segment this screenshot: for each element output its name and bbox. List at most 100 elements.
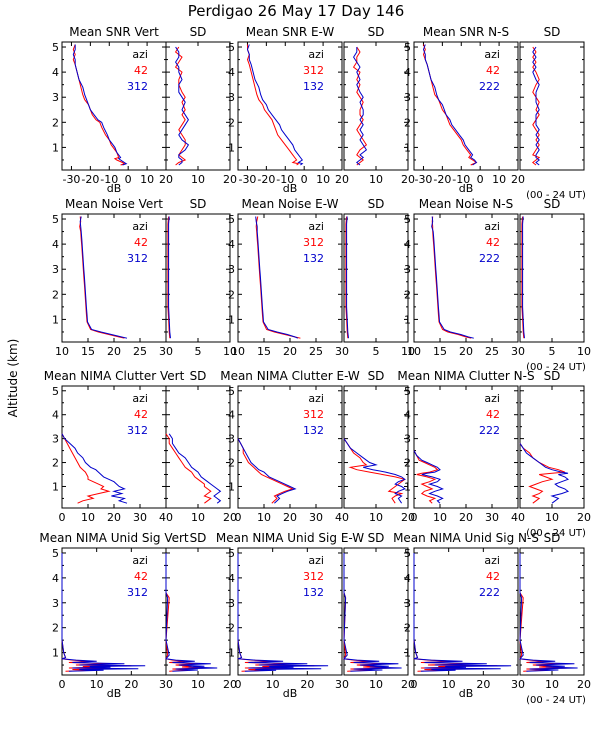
x-tick-label: 0 xyxy=(235,678,242,691)
panel-1-0: Mean Noise Vert 1 2 3 4 5 10 15 20 25 30 azi 42 312 xyxy=(52,197,173,358)
x-tick-label: 25 xyxy=(485,345,499,358)
legend-header: azi xyxy=(132,48,148,61)
y-tick-label: 3 xyxy=(228,597,235,610)
series-line-132 xyxy=(346,216,349,339)
panel-title: SD xyxy=(544,25,561,39)
altitude-axis-label: Altitude (km) xyxy=(6,339,20,418)
x-tick-label: 20 xyxy=(401,678,415,691)
y-tick-label: 4 xyxy=(404,409,411,422)
x-tick-label: 0 xyxy=(411,511,418,524)
y-tick-label: 4 xyxy=(52,409,59,422)
y-tick-label: 1 xyxy=(52,647,59,660)
x-tick-label: 20 xyxy=(476,678,490,691)
panel-0-2: Mean SNR E-W 1 2 3 4 5 -30 -20 -10 0 10 20 dB azi 312 1… xyxy=(228,25,349,195)
y-tick-label: 2 xyxy=(228,288,235,301)
panel-frame xyxy=(165,547,231,676)
legend-entry: 132 xyxy=(303,252,324,265)
y-tick-label: 2 xyxy=(52,116,59,129)
y-tick-label: 3 xyxy=(228,263,235,276)
x-tick-label: 20 xyxy=(577,511,591,524)
legend-header: azi xyxy=(308,392,324,405)
panel-1-1: SD 5 10 xyxy=(165,197,237,358)
panel-frame xyxy=(61,41,167,171)
x-tick-label: 5 xyxy=(195,345,202,358)
series-line-42 xyxy=(431,216,472,339)
panel-title: Mean Noise N-S xyxy=(419,197,514,211)
x-axis-label: dB xyxy=(283,687,298,700)
legend-entry: 312 xyxy=(303,570,324,583)
legend-entry: 42 xyxy=(134,408,148,421)
legend-header: azi xyxy=(308,554,324,567)
legend-header: azi xyxy=(484,554,500,567)
y-tick-label: 1 xyxy=(404,141,411,154)
panel-frame xyxy=(237,547,343,676)
series-line-132 xyxy=(342,553,402,672)
legend-entry: 312 xyxy=(303,64,324,77)
y-tick-label: 1 xyxy=(52,313,59,326)
y-tick-label: 5 xyxy=(404,213,411,226)
y-tick-label: 4 xyxy=(228,572,235,585)
y-tick-label: 3 xyxy=(228,433,235,446)
y-tick-label: 3 xyxy=(52,91,59,104)
series-line-312 xyxy=(168,433,222,504)
y-tick-label: 4 xyxy=(228,238,235,251)
panel-title: SD xyxy=(544,369,561,383)
x-tick-label: 15 xyxy=(433,345,447,358)
panel-title: Mean Noise Vert xyxy=(65,197,163,211)
y-tick-label: 2 xyxy=(228,622,235,635)
panel-title: SD xyxy=(544,531,561,545)
y-tick-label: 5 xyxy=(52,213,59,226)
x-tick-label: 30 xyxy=(309,511,323,524)
y-tick-label: 5 xyxy=(404,41,411,54)
x-tick-label: 30 xyxy=(485,511,499,524)
series-line-222 xyxy=(519,443,570,504)
x-tick-label: 0 xyxy=(59,511,66,524)
series-line-312 xyxy=(246,44,300,166)
panel-frame xyxy=(343,213,409,343)
y-tick-label: 2 xyxy=(52,622,59,635)
panel-1-4: Mean Noise N-S 1 2 3 4 5 10 15 20 25 30 azi 42 222 xyxy=(404,197,525,358)
x-tick-label: 5 xyxy=(549,345,556,358)
series-line-222 xyxy=(413,553,512,672)
x-tick-label: 20 xyxy=(577,678,591,691)
series-line-42 xyxy=(165,433,212,504)
legend-header: azi xyxy=(308,48,324,61)
y-tick-label: 2 xyxy=(404,457,411,470)
series-line-222 xyxy=(522,216,525,339)
series-line-42 xyxy=(61,553,132,672)
x-axis-label: dB xyxy=(107,182,122,195)
x-tick-label: 30 xyxy=(159,345,173,358)
series-line-42 xyxy=(519,553,569,672)
x-tick-label: 30 xyxy=(335,345,349,358)
legend-entry: 42 xyxy=(134,236,148,249)
panel-frame xyxy=(61,547,167,676)
y-tick-label: 5 xyxy=(52,385,59,398)
y-tick-label: 2 xyxy=(404,622,411,635)
x-tick-label: 10 xyxy=(191,511,205,524)
x-tick-label: -20 xyxy=(433,173,451,186)
y-tick-label: 5 xyxy=(228,547,235,560)
panel-frame xyxy=(519,385,585,509)
series-line-222 xyxy=(422,44,478,166)
x-axis-label: (00 - 24 UT) xyxy=(526,528,586,539)
x-tick-label: 20 xyxy=(223,678,237,691)
x-tick-label: 10 xyxy=(191,678,205,691)
legend-entry: 42 xyxy=(134,570,148,583)
x-axis-label: dB xyxy=(283,182,298,195)
panel-title: SD xyxy=(190,25,207,39)
series-line-132 xyxy=(237,553,329,672)
y-tick-label: 1 xyxy=(52,141,59,154)
panel-1-2: Mean Noise E-W 1 2 3 4 5 10 15 20 25 30 azi 312 132 xyxy=(228,197,349,358)
series-line-42 xyxy=(61,433,111,504)
y-tick-label: 5 xyxy=(228,213,235,226)
x-axis-label: (00 - 24 UT) xyxy=(526,362,586,373)
legend-entry: 312 xyxy=(303,236,324,249)
panel-title: SD xyxy=(368,531,385,545)
y-tick-label: 5 xyxy=(404,385,411,398)
legend-entry: 222 xyxy=(479,80,500,93)
legend-entry: 312 xyxy=(127,80,148,93)
x-tick-label: 10 xyxy=(442,678,456,691)
series-line-312 xyxy=(165,553,218,672)
